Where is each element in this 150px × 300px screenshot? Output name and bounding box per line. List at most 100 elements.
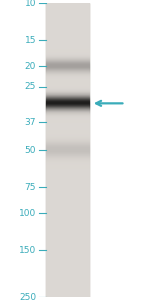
- Bar: [46, 68, 89, 69]
- Bar: [46, 128, 89, 129]
- Bar: [46, 216, 89, 217]
- Bar: [46, 171, 89, 172]
- Bar: [46, 42, 89, 43]
- Bar: [46, 219, 89, 220]
- Bar: [46, 125, 89, 126]
- Bar: [46, 119, 89, 120]
- Bar: [46, 66, 89, 67]
- Bar: [46, 35, 89, 36]
- Bar: [46, 144, 89, 145]
- Bar: [46, 261, 89, 262]
- Bar: [46, 107, 89, 108]
- Bar: [46, 182, 89, 183]
- Bar: [46, 133, 89, 134]
- Bar: [46, 180, 89, 181]
- Text: 250: 250: [19, 292, 36, 300]
- Bar: [46, 14, 89, 15]
- Bar: [46, 294, 89, 295]
- Bar: [46, 230, 89, 231]
- Bar: [46, 28, 89, 29]
- Bar: [46, 168, 89, 169]
- Bar: [46, 131, 89, 132]
- Bar: [46, 252, 89, 253]
- Bar: [46, 279, 89, 280]
- Bar: [46, 142, 89, 144]
- Bar: [46, 71, 89, 72]
- Bar: [46, 141, 89, 142]
- Bar: [46, 7, 89, 8]
- Bar: [46, 61, 89, 62]
- Bar: [46, 62, 89, 63]
- Bar: [46, 234, 89, 235]
- Bar: [46, 124, 89, 125]
- Bar: [46, 241, 89, 242]
- Bar: [46, 134, 89, 135]
- Bar: [46, 293, 89, 294]
- Bar: [46, 126, 89, 127]
- Bar: [46, 177, 89, 178]
- Bar: [46, 158, 89, 159]
- Bar: [46, 64, 89, 65]
- Bar: [46, 24, 89, 25]
- Bar: [46, 229, 89, 230]
- Text: 150: 150: [19, 246, 36, 255]
- Bar: [46, 278, 89, 279]
- Bar: [46, 292, 89, 293]
- Bar: [46, 48, 89, 49]
- Bar: [46, 220, 89, 221]
- Bar: [46, 59, 89, 60]
- Bar: [46, 73, 89, 74]
- Bar: [46, 286, 89, 287]
- Bar: [46, 268, 89, 269]
- Bar: [46, 222, 89, 223]
- Bar: [46, 153, 89, 154]
- Bar: [46, 190, 89, 191]
- Bar: [46, 27, 89, 28]
- Bar: [46, 178, 89, 179]
- Bar: [46, 109, 89, 110]
- Bar: [46, 271, 89, 272]
- Text: 75: 75: [25, 182, 36, 191]
- Bar: [46, 4, 89, 5]
- Bar: [46, 253, 89, 254]
- Bar: [46, 57, 89, 58]
- Bar: [46, 47, 89, 48]
- Bar: [46, 140, 89, 141]
- Bar: [46, 183, 89, 184]
- Bar: [46, 139, 89, 140]
- Bar: [46, 191, 89, 192]
- Bar: [46, 100, 89, 101]
- Bar: [46, 15, 89, 16]
- Bar: [46, 17, 89, 18]
- Bar: [46, 53, 89, 54]
- Bar: [46, 92, 89, 94]
- Bar: [46, 201, 89, 202]
- Bar: [46, 266, 89, 268]
- Bar: [46, 23, 89, 24]
- Bar: [46, 242, 89, 243]
- Bar: [46, 269, 89, 271]
- Bar: [46, 78, 89, 79]
- Bar: [46, 202, 89, 204]
- Bar: [46, 82, 89, 83]
- Bar: [46, 138, 89, 139]
- Bar: [46, 103, 89, 104]
- Bar: [46, 244, 89, 245]
- Bar: [46, 21, 89, 22]
- Bar: [46, 130, 89, 131]
- Bar: [46, 163, 89, 164]
- Bar: [46, 197, 89, 198]
- Bar: [46, 170, 89, 171]
- Bar: [46, 151, 89, 152]
- Bar: [46, 250, 89, 251]
- Bar: [46, 291, 89, 292]
- Bar: [46, 9, 89, 10]
- Bar: [46, 285, 89, 286]
- Bar: [46, 38, 89, 39]
- Bar: [46, 117, 89, 118]
- Bar: [46, 69, 89, 70]
- Bar: [46, 205, 89, 206]
- Bar: [46, 146, 89, 147]
- Bar: [46, 135, 89, 136]
- Bar: [46, 280, 89, 281]
